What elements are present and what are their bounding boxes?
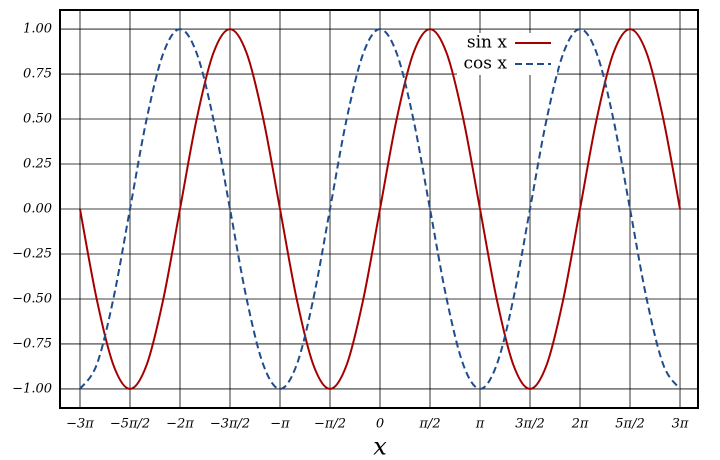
y-tick-label: 1.00 (23, 22, 52, 37)
x-axis-label: x (373, 433, 387, 460)
y-tick-label: −1.00 (12, 381, 52, 396)
x-tick-label: 3π/2 (515, 417, 544, 432)
y-tick-label: 0.25 (23, 157, 52, 172)
x-tick-label: −2π (166, 417, 194, 432)
series-line (79, 28, 681, 390)
legend-label: cos x (464, 54, 508, 74)
legend-label: sin x (467, 33, 508, 53)
plot-frame (59, 9, 699, 409)
x-tick-label: −5π/2 (110, 417, 150, 432)
legend-bg (457, 54, 557, 75)
x-tick-label: 2π (571, 417, 589, 432)
x-tick-label: 3π (672, 417, 689, 432)
x-tick-label: −π (270, 417, 290, 432)
x-tick-label: π (475, 417, 485, 432)
y-tick-label: 0.50 (23, 112, 52, 127)
series-line (79, 28, 681, 390)
x-tick-label: 5π/2 (615, 417, 644, 432)
y-tick-label: 0.75 (23, 67, 52, 82)
x-tick-label: −π/2 (314, 417, 346, 432)
y-tick-label: 0.00 (23, 202, 52, 217)
x-tick-label: π/2 (418, 417, 440, 432)
x-tick-label: −3π/2 (210, 417, 250, 432)
y-tick-label: −0.75 (12, 336, 52, 351)
x-tick-label: −3π (66, 417, 94, 432)
legend-bg (457, 33, 557, 54)
y-tick-label: −0.50 (12, 291, 52, 306)
x-tick-label: 0 (376, 417, 384, 432)
y-tick-label: −0.25 (12, 246, 52, 261)
